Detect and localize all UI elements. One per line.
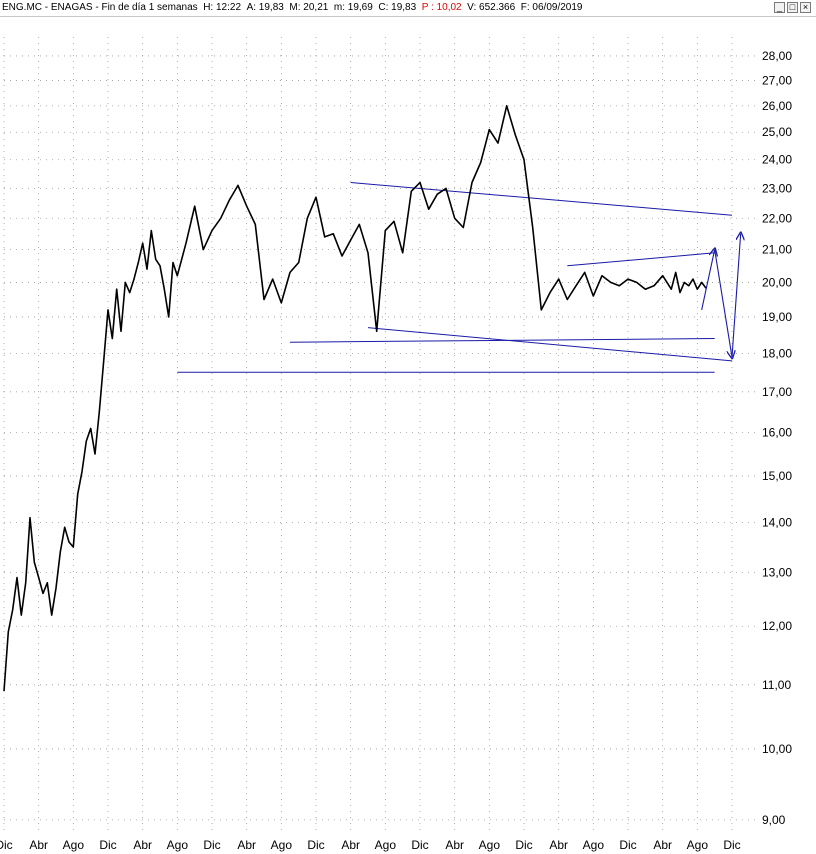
y-tick-label: 27,00 [762,73,792,87]
x-tick-label: Dic [619,838,636,852]
title-p: P : 10,02 [421,2,462,13]
minimize-button[interactable]: _ [774,2,785,13]
title-date: F: 06/09/2019 [520,2,583,13]
y-tick-label: 10,00 [762,742,792,756]
x-tick-label: Abr [549,838,568,852]
x-tick-label: Dic [515,838,532,852]
x-tick-label: Ago [687,838,709,852]
window-title: ENG.MC - ENAGAS - Fin de día 1 semanas H… [2,2,583,13]
y-tick-label: 15,00 [762,469,792,483]
x-tick-label: Ago [271,838,293,852]
x-tick-label: Dic [411,838,428,852]
title-symbol: ENG.MC [2,2,42,13]
trendline-1 [367,327,733,362]
projection-arrow-1 [714,249,732,358]
x-tick-label: Abr [29,838,48,852]
y-tick-label: 22,00 [762,211,792,225]
y-tick-label: 11,00 [762,678,791,692]
y-tick-label: 20,00 [762,275,792,289]
y-tick-label: 18,00 [762,346,792,360]
x-tick-label: Dic [203,838,220,852]
x-tick-label: Abr [341,838,360,852]
price-chart: 28,00 27,00 26,00 25,00 24,00 23,00 22,00 21,00… [0,37,792,852]
title-close: C: 19,83 [378,2,417,13]
y-tick-label: 16,00 [762,426,792,440]
x-tick-label: Dic [0,838,13,852]
x-tick-label: Abr [133,838,152,852]
x-tick-label: Ago [583,838,605,852]
price-line [3,105,707,692]
title-high: M: 20,21 [289,2,329,13]
close-button[interactable]: × [800,2,811,13]
x-tick-label: Abr [445,838,464,852]
title-period: Fin de día 1 semanas [101,2,198,13]
title-low: m: 19,69 [333,2,373,13]
y-tick-label: 19,00 [762,310,792,324]
title-name: ENAGAS [50,2,93,13]
trendline-4 [567,252,715,267]
y-axis: 28,00 27,00 26,00 25,00 24,00 23,00 22,00 21,00… [762,49,792,827]
x-tick-label: Abr [653,838,672,852]
y-tick-label: 14,00 [762,515,792,529]
grid [3,37,758,835]
x-tick-label: Ago [479,838,501,852]
y-tick-label: 24,00 [762,153,792,167]
x-tick-label: Dic [99,838,116,852]
x-tick-label: Ago [375,838,397,852]
projection-arrow-2 [731,234,741,358]
y-tick-label: 17,00 [762,385,792,399]
title-volume: V: 652.366 [467,2,516,13]
y-tick-label: 23,00 [762,181,792,195]
y-tick-label: 21,00 [762,243,792,257]
x-tick-label: Ago [63,838,85,852]
y-tick-label: 25,00 [762,125,792,139]
y-tick-label: 9,00 [762,813,786,827]
window-titlebar: ENG.MC - ENAGAS - Fin de día 1 semanas H… [0,0,816,17]
trendline-2 [289,338,715,343]
projection-arrow-0 [701,250,715,311]
restore-button[interactable]: □ [787,2,798,13]
trendlines [177,182,741,373]
price-series [3,105,707,692]
title-time: H: 12:22 [203,2,242,13]
y-tick-label: 13,00 [762,565,792,579]
y-tick-label: 26,00 [762,99,792,113]
x-tick-label: Abr [237,838,256,852]
y-tick-label: 28,00 [762,49,792,63]
x-tick-label: Ago [167,838,189,852]
y-tick-label: 12,00 [762,619,792,633]
x-tick-label: Dic [723,838,740,852]
x-axis: Dic Abr Ago Dic Abr Ago Dic Abr Ago Dic Abr Ago Dic A… [0,838,741,852]
x-tick-label: Dic [307,838,324,852]
title-open: A: 19,83 [246,2,284,13]
